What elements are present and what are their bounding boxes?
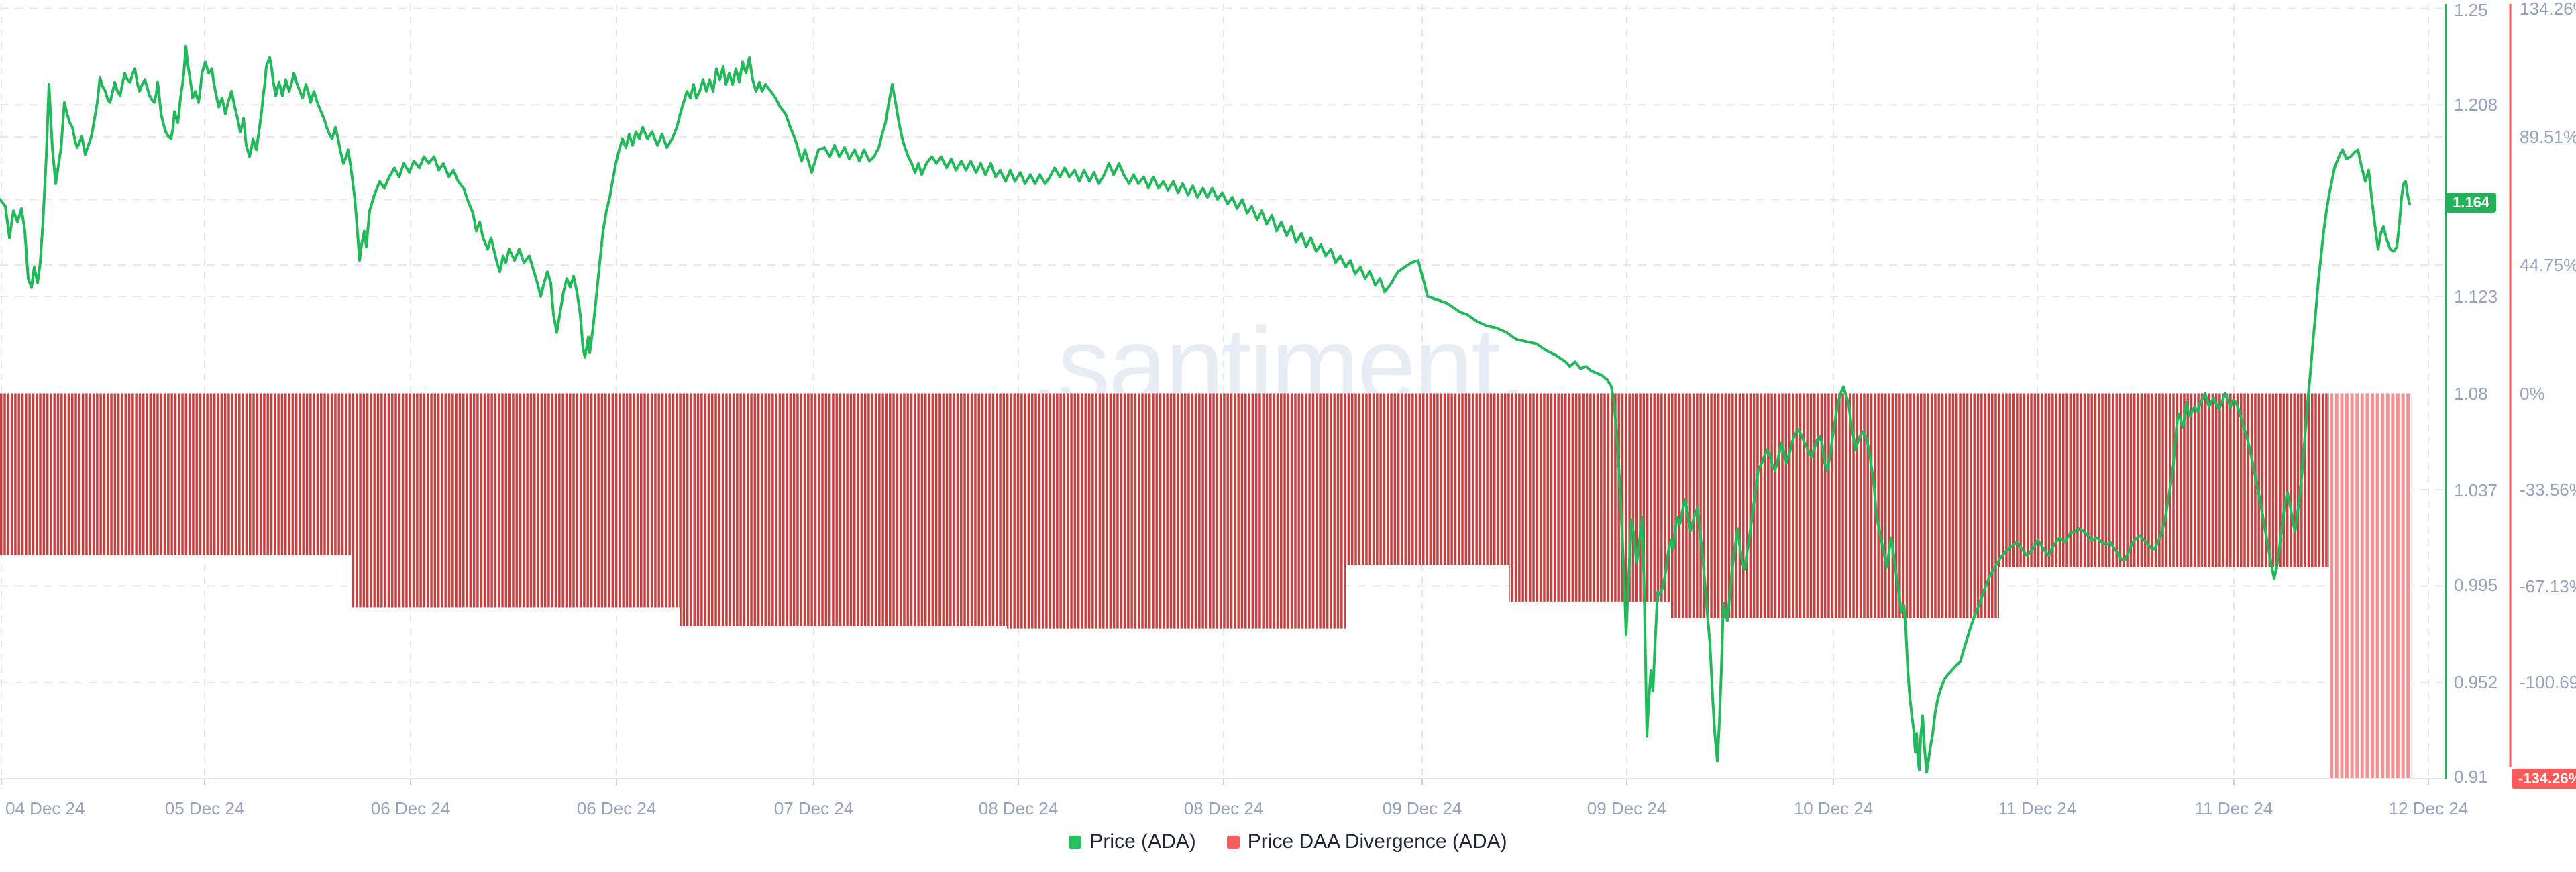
- date-axis-tick-label: 11 Dec 24: [1998, 798, 2077, 818]
- price-line-series[interactable]: [0, 44, 2411, 774]
- price-axis-tick-label: 1.08: [2454, 383, 2488, 404]
- date-axis-tick-label: 05 Dec 24: [164, 798, 245, 818]
- legend-item-divergence[interactable]: Price DAA Divergence (ADA): [1226, 830, 1507, 853]
- divergence-bar-segment[interactable]: [351, 393, 680, 608]
- date-axis-tick-label: 06 Dec 24: [576, 798, 657, 818]
- price-axis-tick-label: 0.91: [2454, 767, 2488, 787]
- price-line[interactable]: [0, 44, 2411, 774]
- divergence-bar-segment[interactable]: [1999, 393, 2329, 568]
- date-axis-tick-label: 10 Dec 24: [1793, 798, 1874, 818]
- divergence-last-value-badge: -134.26%: [2512, 769, 2576, 789]
- divergence-bars-series[interactable]: [0, 393, 2412, 779]
- date-axis-tick-label: 07 Dec 24: [773, 798, 854, 818]
- percent-axis-tick-label: 134.26%: [2520, 0, 2576, 19]
- divergence-bar-segment[interactable]: [1346, 393, 1509, 565]
- date-axis-tick-label: 08 Dec 24: [978, 798, 1059, 818]
- divergence-series-swatch-icon: [1226, 835, 1240, 849]
- price-last-value-badge: 1.164: [2446, 193, 2497, 213]
- date-axis-tick-label: 12 Dec 24: [2388, 798, 2469, 818]
- legend-item-price[interactable]: Price (ADA): [1069, 830, 1196, 853]
- price-axis-tick-label: 1.037: [2454, 480, 2498, 501]
- price-axis-tick-label: 1.208: [2454, 95, 2498, 115]
- divergence-bar-segment[interactable]: [680, 393, 1007, 626]
- legend-price-label: Price (ADA): [1089, 830, 1196, 853]
- price-axis-tick-label: 0.952: [2454, 671, 2498, 692]
- legend: Price (ADA) Price DAA Divergence (ADA): [0, 830, 2576, 853]
- divergence-bar-segment[interactable]: [1509, 393, 1670, 602]
- date-axis-tick-label: 04 Dec 24: [5, 798, 85, 818]
- date-axis-tick-label: 08 Dec 24: [1183, 798, 1264, 818]
- date-axis-tick-label: 06 Dec 24: [370, 798, 451, 818]
- percent-axis-tick-label: -100.69%: [2520, 671, 2576, 692]
- percent-axis-tick-label: -33.56%: [2520, 479, 2576, 500]
- date-axis-tick-label: 11 Dec 24: [2194, 798, 2273, 818]
- divergence-bar-segment[interactable]: [1007, 393, 1346, 629]
- percent-axis-tick-label: -67.13%: [2520, 576, 2576, 596]
- axes: [0, 4, 2512, 785]
- price-series-swatch-icon: [1069, 835, 1082, 849]
- legend-divergence-label: Price DAA Divergence (ADA): [1247, 830, 1507, 853]
- divergence-bar-segment[interactable]: [0, 393, 351, 555]
- date-axis-tick-label: 09 Dec 24: [1587, 798, 1667, 818]
- price-axis-tick-label: 0.995: [2454, 575, 2498, 596]
- price-axis-tick-label: 1.123: [2454, 286, 2498, 307]
- price-axis-tick-label: 1.25: [2454, 0, 2488, 20]
- percent-axis-tick-label: 44.75%: [2520, 255, 2576, 276]
- percent-axis-tick-label: 89.51%: [2520, 126, 2576, 147]
- divergence-bar-segment[interactable]: [2329, 393, 2412, 779]
- date-axis-tick-label: 09 Dec 24: [1382, 798, 1462, 818]
- percent-axis-tick-label: 0%: [2520, 383, 2545, 404]
